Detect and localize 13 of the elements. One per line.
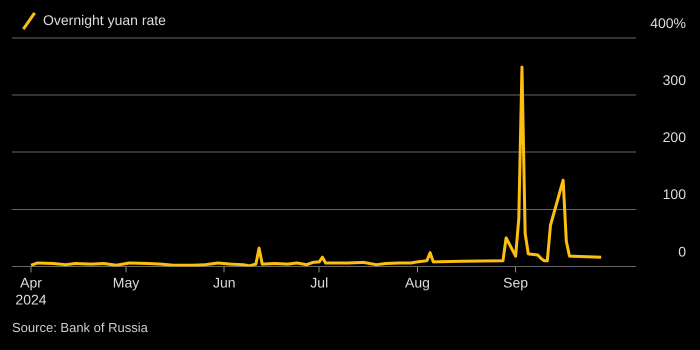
y-tick-label: 200 bbox=[662, 129, 686, 146]
x-tick-label: May bbox=[112, 274, 140, 291]
source-note: Source: Bank of Russia bbox=[12, 320, 148, 335]
y-tick-label: 0 bbox=[678, 243, 686, 260]
x-tick-label: Jul bbox=[310, 274, 328, 291]
y-tick-label: 300 bbox=[662, 72, 686, 88]
y-tick-label: 100 bbox=[662, 186, 686, 202]
x-tick-label: Sep bbox=[503, 274, 528, 291]
x-tick-label: Apr 2024 bbox=[15, 274, 47, 308]
y-tick-label: 400% bbox=[650, 14, 686, 31]
x-tick-label: Aug bbox=[404, 274, 430, 291]
legend-label: Overnight yuan rate bbox=[43, 12, 166, 28]
x-tick-label: Jun bbox=[212, 274, 236, 291]
